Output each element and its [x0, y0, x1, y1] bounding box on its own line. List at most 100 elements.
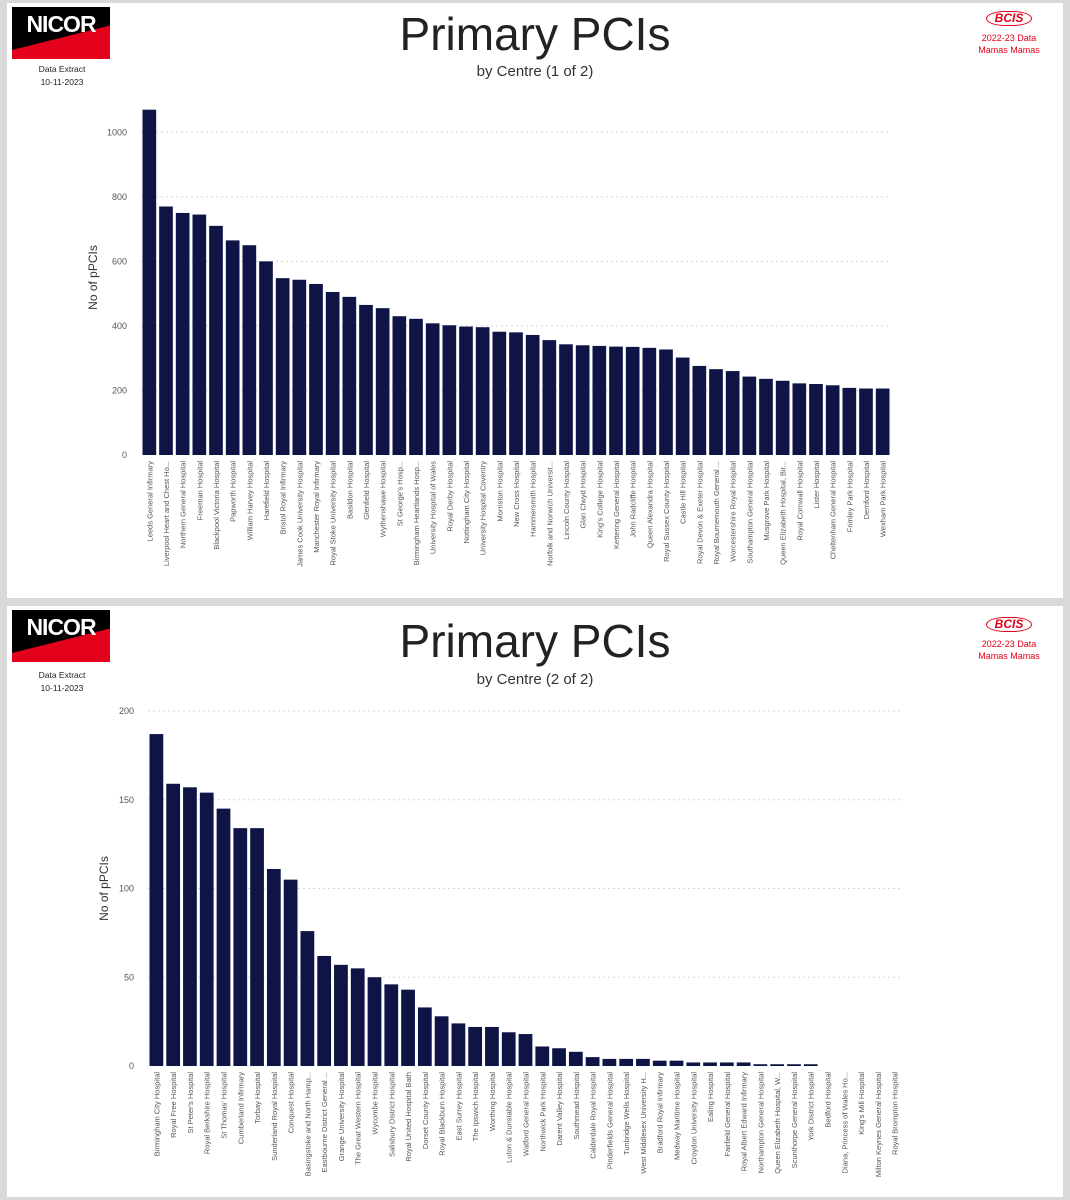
- x-tick-label: Eastbourne District General ...: [320, 1072, 329, 1172]
- x-tick-label: Bristol Royal Infirmary: [279, 461, 288, 535]
- bar: [609, 346, 623, 455]
- bar: [409, 318, 423, 455]
- bar: [753, 1064, 768, 1066]
- bar: [209, 225, 223, 455]
- bar: [425, 323, 440, 455]
- bar: [669, 1060, 684, 1066]
- bar: [342, 296, 357, 455]
- bar: [159, 206, 173, 455]
- x-tick-label: Royal Cornwall Hospital: [795, 461, 804, 541]
- x-tick-label: Ealing Hospital: [706, 1072, 715, 1122]
- bar: [602, 1058, 617, 1066]
- bar: [775, 380, 790, 455]
- y-tick-label: 600: [112, 256, 127, 266]
- bar: [417, 1007, 432, 1066]
- bar: [266, 868, 281, 1066]
- nicor-logo: NICOR: [12, 610, 110, 662]
- x-tick-label: Watford General Hospital: [522, 1072, 531, 1156]
- x-tick-label: Calderdale Royal Hospital: [589, 1072, 598, 1159]
- x-tick-label: Conquest Hospital: [287, 1072, 296, 1134]
- x-tick-label: York District Hospital: [807, 1072, 816, 1141]
- x-tick-label: Sunderland Royal Hospital: [270, 1072, 279, 1161]
- bar: [451, 1023, 466, 1066]
- bar: [652, 1060, 667, 1066]
- x-tick-label: Scunthorpe General Hospital: [790, 1072, 799, 1169]
- x-tick-label: Papworth Hospital: [229, 461, 238, 522]
- y-tick-label: 50: [124, 972, 134, 982]
- nicor-logo: NICOR: [12, 7, 110, 59]
- bcis-block: BCIS 2022-23 Data Mamas Mamas: [969, 615, 1049, 662]
- bar: [559, 344, 573, 455]
- bar: [300, 931, 315, 1066]
- x-tick-label: Darent Valley Hospital: [555, 1072, 564, 1146]
- x-tick-label: Royal Sussex County Hospital: [662, 461, 671, 562]
- bcis-logo: BCIS: [985, 617, 1033, 632]
- x-tick-label: Hammersmith Hospital: [529, 461, 538, 537]
- x-tick-label: Cumberland Infirmary: [236, 1072, 245, 1144]
- x-tick-label: St Thomas' Hospital: [220, 1072, 229, 1139]
- bar: [619, 1058, 634, 1066]
- x-tick-label: Lister Hospital: [812, 461, 821, 509]
- x-tick-label: Royal Free Hospital: [169, 1072, 178, 1138]
- y-tick-label: 150: [119, 795, 134, 805]
- bar: [283, 879, 298, 1066]
- x-tick-label: The Great Western Hospital: [354, 1072, 363, 1165]
- x-tick-label: Birmingham Heartlands Hosp...: [412, 461, 421, 565]
- bar: [384, 984, 399, 1066]
- bar: [468, 1026, 483, 1066]
- x-tick-label: Royal Brompton Hospital: [891, 1072, 900, 1155]
- chart-subtitle: by Centre (1 of 2): [476, 63, 594, 80]
- bar: [459, 326, 473, 455]
- bar: [142, 109, 157, 455]
- bar: [759, 378, 773, 455]
- chart-panel-2: NICOR Data Extract 10-11-2023 Primary PC…: [7, 606, 1063, 1197]
- bar: [825, 385, 840, 455]
- data-extract-label: Data Extract: [38, 670, 86, 680]
- x-tick-label: Worthing Hospital: [488, 1072, 497, 1131]
- bar: [636, 1058, 650, 1066]
- x-tick-label: Wycombe Hospital: [371, 1072, 380, 1135]
- bar: [692, 365, 707, 455]
- x-tick-label: Worcestershire Royal Hospital: [729, 461, 738, 562]
- x-tick-label: Croydon University Hospital: [689, 1072, 698, 1165]
- y-tick-label: 1000: [107, 127, 127, 137]
- x-tick-label: The Ipswich Hospital: [471, 1072, 480, 1142]
- x-tick-label: St Peter's Hospital: [186, 1072, 195, 1134]
- bar: [535, 1046, 550, 1066]
- y-tick-label: 0: [122, 450, 127, 460]
- x-tick-label: Castle Hill Hospital: [679, 461, 688, 524]
- bar: [742, 376, 757, 455]
- bar: [770, 1064, 785, 1066]
- x-tick-label: Harefield Hospital: [262, 461, 271, 521]
- x-tick-label: Diana, Princess of Wales Ho...: [840, 1072, 849, 1173]
- bar: [568, 1051, 583, 1066]
- nicor-logo-text: NICOR: [26, 614, 96, 640]
- bar: [518, 1034, 533, 1066]
- data-extract-label: Data Extract: [38, 64, 86, 74]
- x-tick-label: Freeman Hospital: [195, 461, 204, 521]
- bar: [736, 1062, 751, 1066]
- chart-title: Primary PCIs: [399, 8, 671, 60]
- bar: [859, 388, 873, 455]
- bar: [659, 349, 673, 455]
- bcis-author: Mamas Mamas: [978, 45, 1040, 55]
- x-tick-label: Lincoln County Hospital: [562, 461, 571, 540]
- bar: [250, 828, 264, 1066]
- x-tick-label: King's College Hospital: [595, 461, 604, 538]
- x-tick-label: Royal Bournemouth General ...: [712, 461, 721, 564]
- bar: [367, 977, 382, 1066]
- x-tick-label: Fairfield General Hospital: [723, 1072, 732, 1157]
- bar: [334, 964, 348, 1066]
- bar: [809, 384, 823, 455]
- bar: [787, 1064, 801, 1066]
- bar: [509, 332, 523, 455]
- bar: [375, 308, 390, 455]
- y-tick-label: 800: [112, 192, 127, 202]
- y-tick-label: 400: [112, 321, 127, 331]
- bar: [275, 278, 290, 455]
- bar: [175, 212, 190, 455]
- x-tick-label: Luton & Dunstable Hospital: [505, 1072, 514, 1163]
- x-tick-label: Torbay Hospital: [253, 1072, 262, 1124]
- x-tick-label: Grange University Hospital: [337, 1072, 346, 1162]
- x-tick-label: Glan Clwyd Hospital: [579, 461, 588, 529]
